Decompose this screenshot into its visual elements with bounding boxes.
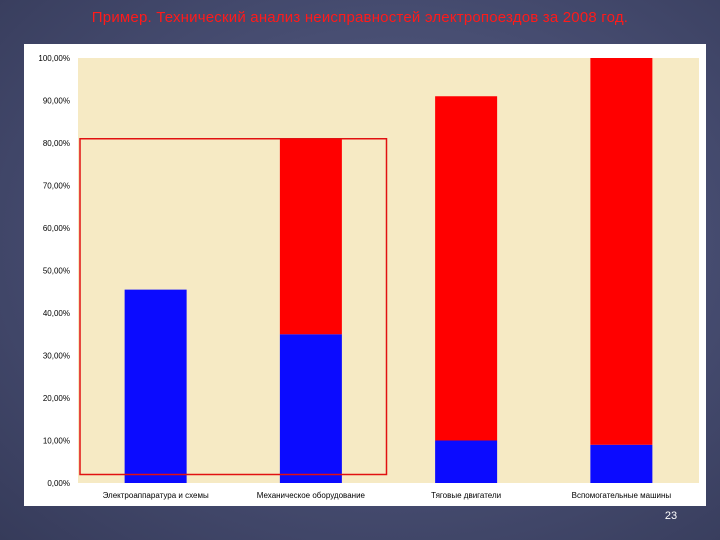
highlight-frame-layer (79, 138, 388, 476)
x-category-label: Электроаппаратура и схемы (103, 491, 209, 500)
y-tick-label: 20,00% (43, 394, 70, 403)
bar-segment (279, 138, 342, 335)
y-tick-label: 100,00% (38, 54, 70, 63)
y-tick-label: 50,00% (43, 267, 70, 276)
x-category-label: Тяговые двигатели (431, 491, 501, 500)
y-tick-label: 60,00% (43, 224, 70, 233)
bar-segment (435, 96, 498, 441)
x-category-label: Вспомогательные машины (572, 491, 672, 500)
slide-title: Пример. Технический анализ неисправносте… (91, 9, 629, 26)
x-category-label: Механическое оборудование (257, 491, 366, 500)
highlight-frame (79, 138, 388, 476)
y-tick-label: 70,00% (43, 182, 70, 191)
bars-layer (124, 58, 653, 483)
y-tick-label: 10,00% (43, 437, 70, 446)
x-axis-categories: Электроаппаратура и схемы Механическое об… (103, 491, 672, 500)
bar-segment (279, 334, 342, 483)
bar-segment (124, 289, 187, 483)
bar-segment (590, 58, 653, 445)
bar-segment (435, 440, 498, 483)
stacked-bar-chart: 0,00% 10,00% 20,00% 30,00% 40,00% 50,00% 60,00… (38, 54, 699, 500)
y-tick-label: 30,00% (43, 352, 70, 361)
chart-panel: 0,00% 10,00% 20,00% 30,00% 40,00% 50,00% 60,00… (24, 44, 706, 506)
y-tick-label: 90,00% (43, 97, 70, 106)
page-number: 23 (664, 510, 678, 522)
y-tick-label: 80,00% (43, 139, 70, 148)
y-tick-label: 40,00% (43, 309, 70, 318)
bar-segment (590, 444, 653, 483)
y-axis-ticks: 0,00% 10,00% 20,00% 30,00% 40,00% 50,00% 60,00… (38, 54, 70, 488)
y-tick-label: 0,00% (47, 479, 70, 488)
